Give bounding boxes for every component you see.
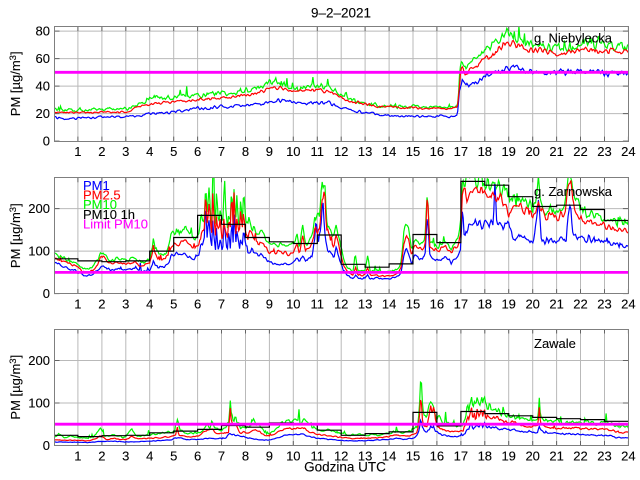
- svg-text:20: 20: [525, 144, 539, 159]
- svg-text:PM10: PM10: [83, 197, 117, 212]
- svg-text:80: 80: [36, 24, 50, 39]
- svg-text:Zawale: Zawale: [534, 336, 576, 351]
- svg-text:3: 3: [122, 297, 129, 312]
- svg-text:100: 100: [28, 244, 50, 259]
- svg-text:PM2.5: PM2.5: [83, 188, 121, 203]
- svg-text:5: 5: [170, 449, 177, 464]
- svg-text:24: 24: [621, 144, 635, 159]
- svg-text:9: 9: [266, 297, 273, 312]
- svg-text:9–2–2021: 9–2–2021: [311, 6, 371, 21]
- svg-text:13: 13: [358, 449, 372, 464]
- svg-text:3: 3: [122, 144, 129, 159]
- svg-text:7: 7: [218, 449, 225, 464]
- svg-text:11: 11: [311, 449, 325, 464]
- svg-text:2: 2: [98, 297, 105, 312]
- svg-text:11: 11: [311, 144, 325, 159]
- svg-text:22: 22: [573, 449, 587, 464]
- svg-text:20: 20: [525, 297, 539, 312]
- svg-text:60: 60: [36, 51, 50, 66]
- svg-text:g. Zarnowska: g. Zarnowska: [534, 184, 613, 199]
- svg-text:14: 14: [382, 144, 396, 159]
- svg-text:3: 3: [122, 449, 129, 464]
- svg-text:15: 15: [406, 449, 420, 464]
- svg-text:10: 10: [286, 144, 300, 159]
- svg-text:PM [µg/m3]: PM [µg/m3]: [8, 51, 23, 116]
- svg-text:14: 14: [382, 449, 396, 464]
- svg-text:5: 5: [170, 144, 177, 159]
- svg-text:4: 4: [146, 449, 153, 464]
- svg-text:21: 21: [549, 449, 563, 464]
- svg-text:0: 0: [43, 286, 50, 301]
- svg-text:g. Niebylecka: g. Niebylecka: [534, 31, 613, 46]
- svg-text:13: 13: [358, 144, 372, 159]
- svg-text:18: 18: [478, 144, 492, 159]
- svg-text:16: 16: [430, 449, 444, 464]
- svg-text:9: 9: [266, 144, 273, 159]
- svg-text:9: 9: [266, 449, 273, 464]
- svg-text:PM1: PM1: [83, 178, 110, 193]
- svg-text:8: 8: [242, 144, 249, 159]
- svg-text:19: 19: [501, 297, 515, 312]
- svg-text:2: 2: [98, 144, 105, 159]
- svg-text:4: 4: [146, 297, 153, 312]
- svg-text:19: 19: [501, 449, 515, 464]
- svg-text:23: 23: [597, 449, 611, 464]
- svg-text:18: 18: [478, 449, 492, 464]
- svg-text:20: 20: [525, 449, 539, 464]
- svg-text:100: 100: [28, 396, 50, 411]
- svg-text:13: 13: [358, 297, 372, 312]
- svg-text:PM10 1h: PM10 1h: [83, 207, 135, 222]
- svg-text:7: 7: [218, 144, 225, 159]
- svg-text:24: 24: [621, 297, 635, 312]
- svg-text:20: 20: [36, 106, 50, 121]
- svg-text:14: 14: [382, 297, 396, 312]
- svg-text:18: 18: [478, 297, 492, 312]
- svg-text:1: 1: [74, 144, 81, 159]
- svg-text:6: 6: [194, 144, 201, 159]
- svg-text:21: 21: [549, 297, 563, 312]
- svg-text:200: 200: [28, 201, 50, 216]
- svg-text:22: 22: [573, 144, 587, 159]
- svg-text:23: 23: [597, 297, 611, 312]
- svg-text:15: 15: [406, 297, 420, 312]
- svg-text:8: 8: [242, 449, 249, 464]
- svg-text:12: 12: [334, 144, 348, 159]
- svg-text:23: 23: [597, 144, 611, 159]
- svg-text:19: 19: [501, 144, 515, 159]
- svg-text:17: 17: [454, 449, 468, 464]
- svg-text:4: 4: [146, 144, 153, 159]
- svg-text:Limit PM10: Limit PM10: [83, 216, 148, 231]
- svg-text:10: 10: [286, 297, 300, 312]
- svg-text:15: 15: [406, 144, 420, 159]
- svg-text:12: 12: [334, 297, 348, 312]
- svg-text:PM [µg/m3]: PM [µg/m3]: [8, 355, 23, 420]
- svg-text:0: 0: [43, 438, 50, 453]
- svg-text:22: 22: [573, 297, 587, 312]
- svg-text:6: 6: [194, 449, 201, 464]
- svg-text:40: 40: [36, 79, 50, 94]
- svg-text:11: 11: [311, 297, 325, 312]
- svg-text:1: 1: [74, 449, 81, 464]
- svg-text:Godzina UTC: Godzina UTC: [304, 460, 386, 475]
- svg-text:21: 21: [549, 144, 563, 159]
- svg-text:2: 2: [98, 449, 105, 464]
- svg-text:5: 5: [170, 297, 177, 312]
- svg-text:6: 6: [194, 297, 201, 312]
- svg-text:17: 17: [454, 144, 468, 159]
- svg-text:200: 200: [28, 353, 50, 368]
- svg-text:0: 0: [43, 134, 50, 149]
- svg-text:10: 10: [286, 449, 300, 464]
- svg-text:8: 8: [242, 297, 249, 312]
- svg-text:PM [µg/m3]: PM [µg/m3]: [8, 203, 23, 268]
- svg-text:12: 12: [334, 449, 348, 464]
- svg-text:24: 24: [621, 449, 635, 464]
- svg-text:16: 16: [430, 297, 444, 312]
- svg-text:16: 16: [430, 144, 444, 159]
- svg-text:7: 7: [218, 297, 225, 312]
- svg-text:1: 1: [74, 297, 81, 312]
- svg-text:17: 17: [454, 297, 468, 312]
